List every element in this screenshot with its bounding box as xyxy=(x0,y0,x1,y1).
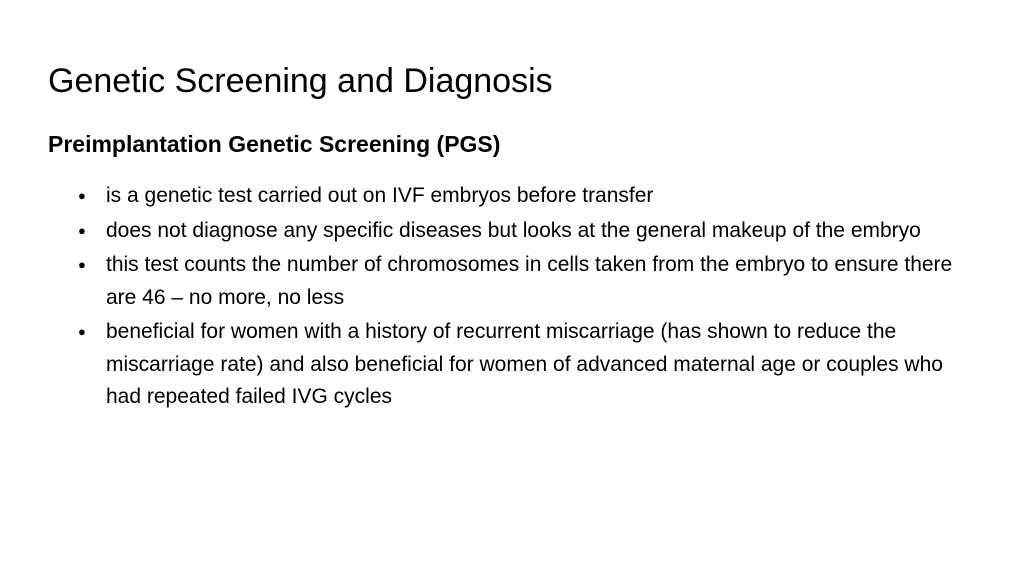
bullet-list: is a genetic test carried out on IVF emb… xyxy=(48,180,976,414)
list-item: does not diagnose any specific diseases … xyxy=(84,215,976,248)
slide-subtitle: Preimplantation Genetic Screening (PGS) xyxy=(48,131,976,158)
list-item: this test counts the number of chromosom… xyxy=(84,249,976,314)
list-item: is a genetic test carried out on IVF emb… xyxy=(84,180,976,213)
slide-title: Genetic Screening and Diagnosis xyxy=(48,62,976,101)
list-item: beneficial for women with a history of r… xyxy=(84,316,976,414)
slide-container: Genetic Screening and Diagnosis Preimpla… xyxy=(0,0,1024,576)
